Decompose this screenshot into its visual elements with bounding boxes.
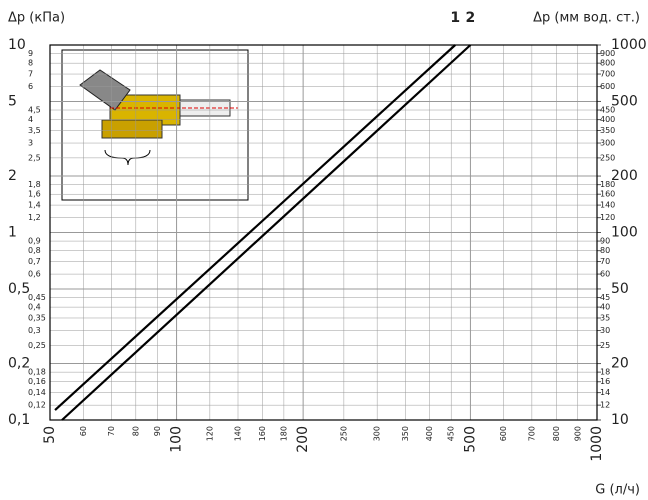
y-tick-label: 7 [28,70,33,79]
y-tick-label: 0,9 [28,237,41,246]
y-tick-label: 2 [8,168,17,184]
y2-tick-label: 35 [600,313,610,322]
y2-tick-label: 80 [600,246,610,255]
y-tick-label: 1 [8,225,17,241]
y-tick-label: 0,35 [28,313,46,322]
y-tick-label: 3 [28,139,33,148]
y2-tick-label: 25 [600,341,610,350]
y-tick-label: 0,18 [28,368,46,377]
y2-tick-label: 450 [600,106,615,115]
y2-tick-label: 350 [600,126,615,135]
y-tick-label: 0,4 [28,303,41,312]
y-tick-label: 0,5 [8,281,30,297]
y2-tick-label: 30 [600,326,610,335]
y2-tick-label: 12 [600,401,610,410]
y-axis-title: Δp (кПа) [8,11,65,26]
x-tick-label: 80 [131,426,140,436]
y2-tick-label: 90 [600,237,610,246]
y2-tick-label: 20 [611,356,629,372]
y-tick-label: 2,5 [28,153,41,162]
y2-tick-label: 60 [600,270,610,279]
y2-tick-label: 800 [600,59,615,68]
x-tick-label: 250 [339,426,348,441]
y-tick-label: 0,1 [8,412,30,428]
x-tick-label: 60 [79,426,88,436]
y2-tick-label: 160 [600,190,615,199]
x-tick-label: 800 [552,426,561,441]
y-tick-label: 5 [8,93,17,109]
y-tick-label: 0,8 [28,246,41,255]
x-tick-label: 1000 [589,426,605,462]
valve-base [102,120,162,138]
x-tick-label: 900 [573,426,582,441]
y-tick-label: 0,25 [28,341,46,350]
y2-tick-label: 16 [600,377,610,386]
y2-tick-label: 45 [600,293,610,302]
x-tick-label: 300 [373,426,382,441]
x-tick-label: 450 [447,426,456,441]
chart: Δp (кПа) Δp (мм вод. ст.) G (л/ч) 50 100 2… [0,0,648,500]
x-tick-label: 600 [499,426,508,441]
y-tick-label: 0,2 [8,356,30,372]
y-tick-label: 0,45 [28,293,46,302]
x-tick-label: 700 [527,426,536,441]
y2-tick-label: 120 [600,213,615,222]
y2-tick-label: 140 [600,201,615,210]
y-tick-label: 0,12 [28,401,46,410]
x-tick-label: 400 [425,426,434,441]
y2-tick-label: 50 [611,281,629,297]
y2-tick-label: 70 [600,257,610,266]
x-tick-label: 50 [42,426,58,444]
x-tick-label: 350 [401,426,410,441]
valve-pipe [180,100,230,116]
series-label: 1 [450,10,460,26]
y-tick-label: 1,2 [28,213,41,222]
y-tick-label: 0,3 [28,326,41,335]
y-tick-label: 1,6 [28,190,41,199]
y2-tick-label: 14 [600,388,610,397]
x-tick-label: 90 [153,426,162,436]
y2-tick-label: 10 [611,412,629,428]
x-tick-label: 140 [234,426,243,441]
x-axis-title: G (л/ч) [595,483,640,498]
x-tick-label: 500 [462,426,478,453]
y2-tick-label: 900 [600,49,615,58]
y2-tick-label: 600 [600,82,615,91]
y-tick-label: 1,8 [28,180,41,189]
y2-tick-label: 40 [600,303,610,312]
y-tick-label: 6 [28,82,33,91]
page: {"chart_data": { "type": "line", "y_titl… [0,0,648,500]
y2-axis-title: Δp (мм вод. ст.) [533,11,640,26]
x-tick-label: 160 [258,426,267,441]
valve-illustration [62,50,248,200]
y-tick-label: 0,7 [28,257,41,266]
y-tick-label: 3,5 [28,126,41,135]
y-tick-label: 9 [28,49,33,58]
y-tick-label: 10 [8,37,26,53]
y-tick-label: 8 [28,59,33,68]
y2-tick-label: 300 [600,139,615,148]
y2-tick-label: 400 [600,115,615,124]
x-tick-label: 70 [107,426,116,436]
y-tick-label: 4 [28,115,33,124]
x-tick-label: 100 [169,426,185,453]
y2-tick-label: 250 [600,153,615,162]
x-tick-label: 200 [295,426,311,453]
x-tick-label: 120 [205,426,214,441]
y-tick-label: 0,6 [28,270,41,279]
y-tick-label: 1,4 [28,201,41,210]
y2-tick-label: 18 [600,368,610,377]
series-label: 2 [466,10,476,26]
y-tick-label: 0,16 [28,377,46,386]
y-tick-label: 0,14 [28,388,46,397]
y-tick-label: 4,5 [28,106,41,115]
y2-tick-label: 180 [600,180,615,189]
y2-tick-label: 100 [611,225,638,241]
x-tick-label: 180 [279,426,288,441]
y2-tick-label: 700 [600,70,615,79]
y2-tick-label: 1000 [611,37,647,53]
